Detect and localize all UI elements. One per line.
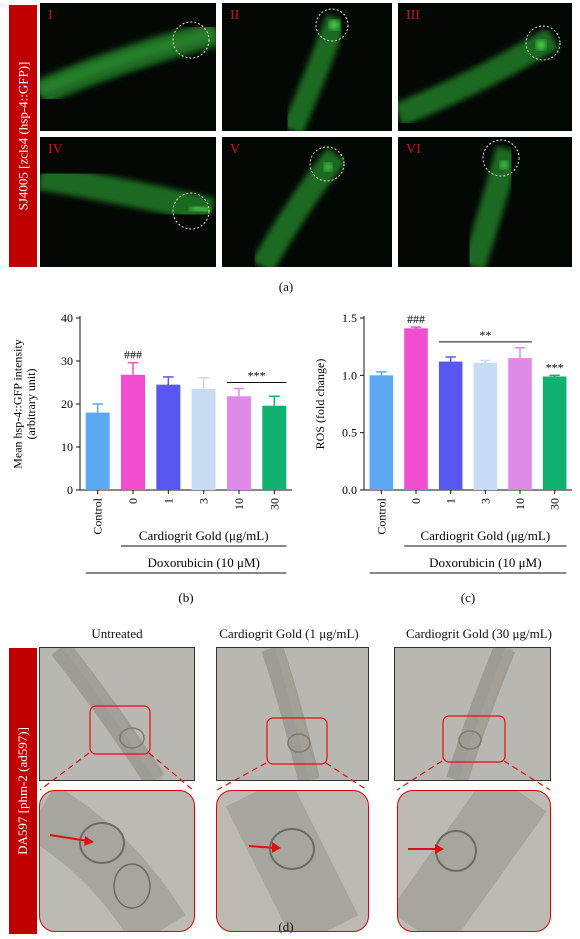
zoom-box — [89, 705, 151, 755]
micro-title-30ug: Cardiogrit Gold (30 μg/mL) — [406, 626, 552, 641]
significance-mark: *** — [248, 369, 266, 383]
tile-label: V — [230, 142, 241, 157]
bar-1 — [156, 384, 181, 490]
micro-title-1ug: Cardiogrit Gold (1 μg/mL) — [219, 626, 359, 641]
bar-1 — [438, 361, 463, 490]
zoom-box — [442, 715, 506, 763]
x-tick-label: 3 — [197, 498, 211, 504]
y-tick-label: 1.5 — [342, 311, 357, 325]
gfp-tile-2: II — [222, 3, 392, 131]
tile-label: I — [48, 8, 53, 23]
x-tick-label: Control — [91, 497, 105, 534]
zoomed-pharynx-image — [398, 791, 547, 931]
y-axis-label: ROS (fold change) — [313, 359, 327, 450]
y-axis-label: Mean hsp-4::GFP intensity(arbitrary unit… — [11, 339, 38, 469]
x-tick-label: 30 — [548, 498, 562, 510]
zoom-box — [266, 717, 328, 765]
y-tick-label: 40 — [61, 311, 73, 325]
caption-d: (d) — [278, 919, 294, 934]
zoomed-pharynx-image — [225, 791, 359, 931]
y-tick-label: 20 — [61, 397, 73, 411]
x-tick-label: Control — [374, 497, 388, 534]
worm-image — [40, 164, 215, 230]
x-tick-label: 30 — [267, 498, 281, 510]
roi-circle — [172, 21, 210, 59]
x-tick-label: 1 — [444, 498, 458, 504]
roi-circle — [172, 192, 210, 230]
tile-label: III — [406, 8, 420, 23]
significance-mark: ### — [124, 348, 142, 362]
chart-caption: (b) — [178, 590, 193, 605]
group-label-drug: Doxorubicin (10 μM) — [429, 555, 541, 570]
roi-circle — [309, 146, 345, 182]
bar-3 — [191, 388, 216, 490]
micro-title-untreated: Untreated — [91, 626, 143, 641]
roi-circle — [315, 8, 349, 42]
red-arrow-icon — [408, 844, 444, 854]
bar-10 — [226, 396, 252, 490]
zoom-untreated — [39, 790, 195, 932]
worm-pharynx-image — [261, 648, 328, 780]
bar-10 — [508, 358, 532, 490]
bar-3 — [473, 362, 498, 490]
bar-30 — [262, 405, 287, 490]
bar-0 — [404, 328, 428, 490]
significance-mark: ** — [479, 328, 491, 342]
strain-label-bar-d: DA597 [phm-2 (ad597)] — [9, 648, 37, 934]
roi-circle — [525, 25, 561, 61]
bar-control — [369, 375, 394, 490]
x-tick-label: 10 — [232, 498, 246, 510]
significance-mark: *** — [546, 360, 564, 374]
tile-label: VI — [406, 142, 421, 157]
tile-label: II — [230, 8, 240, 23]
zoom-1ug — [216, 790, 369, 932]
zoom-30ug — [397, 790, 551, 932]
micrograph-1ug — [216, 647, 369, 781]
x-tick-label: 1 — [161, 498, 175, 504]
strain-label-bar-a: SJ4005 [zcls4 (hsp-4::GFP)] — [9, 5, 37, 267]
caption-a: (a) — [278, 279, 294, 294]
gfp-tile-5: V — [222, 137, 392, 267]
x-tick-label: 0 — [409, 498, 423, 504]
gfp-tile-4: IV — [40, 137, 216, 267]
gfp-tile-6: VI — [398, 137, 572, 267]
red-arrow-icon — [248, 842, 281, 853]
gfp-tile-3: III — [398, 3, 572, 131]
bar-control — [85, 412, 110, 490]
worm-image — [40, 20, 216, 105]
y-tick-label: 10 — [61, 440, 73, 454]
micrograph-30ug — [394, 647, 551, 781]
y-tick-label: 0 — [67, 483, 73, 497]
significance-mark: ### — [407, 312, 425, 326]
x-tick-label: 3 — [478, 498, 492, 504]
x-tick-label: 10 — [513, 498, 527, 510]
y-tick-label: 30 — [61, 354, 73, 368]
chart-caption: (c) — [461, 590, 475, 605]
worm-image — [281, 8, 349, 131]
worm-image — [398, 25, 561, 127]
bar-30 — [542, 376, 567, 490]
bar-0 — [120, 374, 146, 490]
group-label-dose: Cardiogrit Gold (μg/mL) — [420, 528, 550, 543]
tile-label: IV — [48, 142, 63, 157]
worm-image — [251, 146, 347, 267]
gfp-tile-1: I — [40, 3, 216, 131]
worm-image — [461, 139, 520, 267]
x-tick-label: 0 — [126, 498, 140, 504]
zoomed-pharynx-image — [40, 791, 186, 931]
group-label-drug: Doxorubicin (10 μM) — [147, 555, 259, 570]
y-tick-label: 1.0 — [342, 368, 357, 382]
micrograph-untreated — [39, 647, 195, 781]
red-arrow-icon — [49, 834, 94, 846]
y-tick-label: 0.5 — [342, 426, 357, 440]
chart-ros-fold-change: 0.0 0.5 1.0 1.5 ROS (fold change) Control 0 1 3 1… — [313, 311, 572, 605]
worm-pharynx-image — [442, 648, 516, 780]
group-label-dose: Cardiogrit Gold (μg/mL) — [139, 528, 269, 543]
y-tick-label: 0.0 — [342, 483, 357, 497]
worm-pharynx-image — [51, 648, 165, 780]
roi-circle — [482, 139, 520, 177]
